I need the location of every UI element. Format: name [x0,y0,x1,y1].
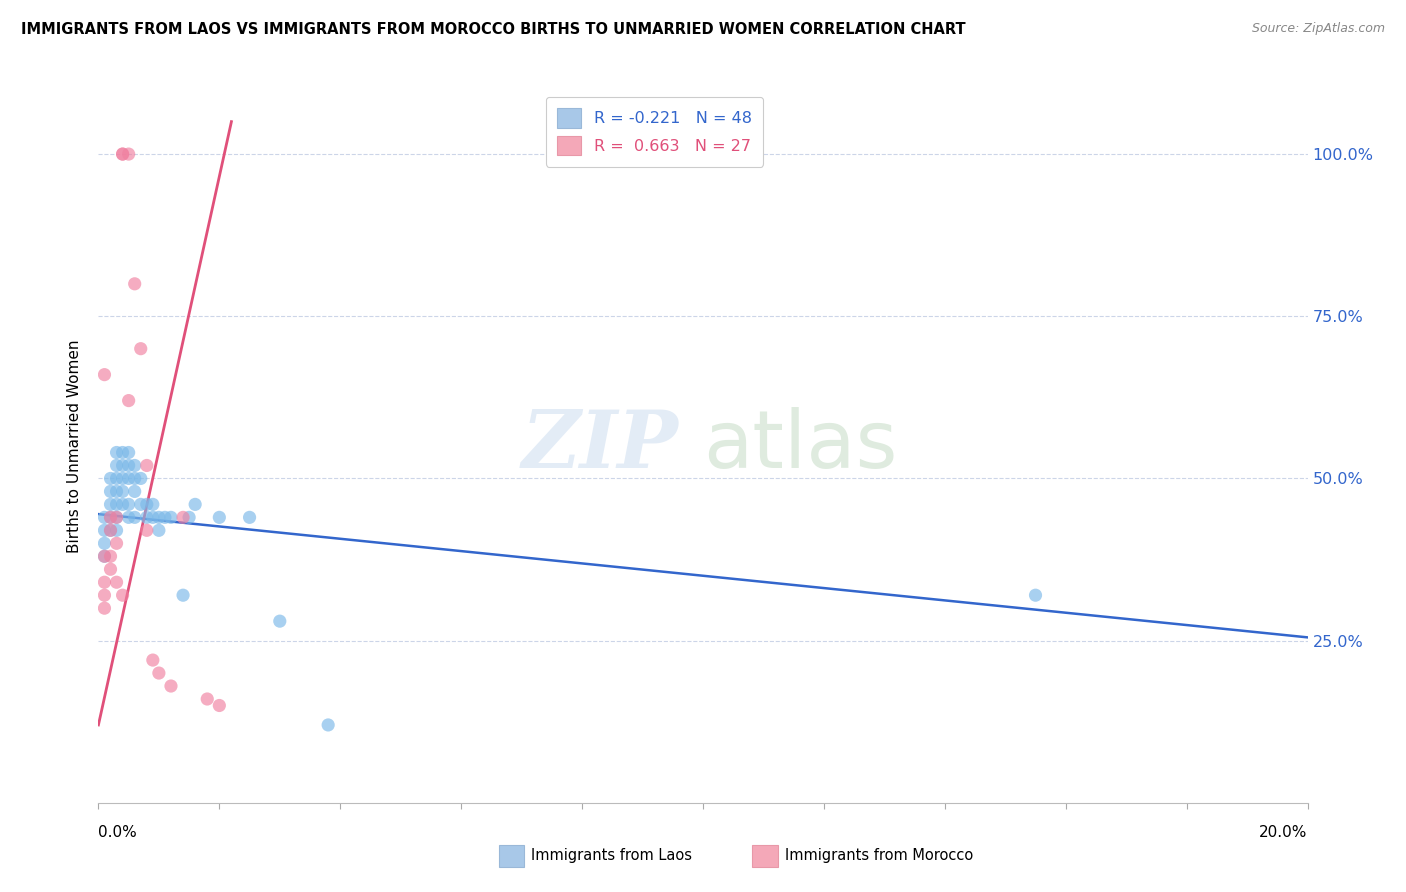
Text: 20.0%: 20.0% [1260,825,1308,840]
Point [93,601,115,615]
Point [100,471,122,485]
Point [93,524,115,538]
Point [129,471,152,485]
Point [142,653,165,667]
Point [100,510,122,524]
Point [148,666,170,681]
Point [105,536,128,550]
Point [129,342,152,356]
Point [148,524,170,538]
Point [118,471,141,485]
Point [111,497,134,511]
Point [100,562,122,576]
Point [93,575,115,590]
Point [111,471,134,485]
Point [105,458,128,473]
Point [208,510,231,524]
Point [111,458,134,473]
Point [93,510,115,524]
Point [208,698,231,713]
Point [111,147,134,161]
Point [124,277,146,291]
Point [124,458,146,473]
Point [160,510,183,524]
Point [124,510,146,524]
Point [172,588,194,602]
Point [118,393,141,408]
Point [135,510,157,524]
Point [93,368,115,382]
Text: IMMIGRANTS FROM LAOS VS IMMIGRANTS FROM MOROCCO BIRTHS TO UNMARRIED WOMEN CORREL: IMMIGRANTS FROM LAOS VS IMMIGRANTS FROM … [21,22,966,37]
Point [124,484,146,499]
Point [124,471,146,485]
Point [105,471,128,485]
Point [105,445,128,459]
Point [93,536,115,550]
Point [118,458,141,473]
Point [160,679,183,693]
Y-axis label: Births to Unmarried Women: Births to Unmarried Women [66,339,82,553]
Point [129,497,152,511]
Point [177,510,201,524]
Text: Immigrants from Morocco: Immigrants from Morocco [785,848,973,863]
Point [100,524,122,538]
Point [105,575,128,590]
Text: atlas: atlas [703,407,897,485]
Point [105,510,128,524]
Point [100,510,122,524]
Point [118,497,141,511]
Point [100,484,122,499]
Point [184,497,207,511]
Point [93,549,115,564]
Point [135,458,157,473]
Point [100,524,122,538]
Point [105,510,128,524]
Point [100,497,122,511]
Point [111,445,134,459]
Point [239,510,262,524]
Point [118,510,141,524]
Point [316,718,339,732]
Point [269,614,291,628]
Point [135,524,157,538]
Point [135,497,157,511]
Point [148,510,170,524]
Point [153,510,176,524]
Point [111,147,134,161]
Point [111,484,134,499]
Text: Immigrants from Laos: Immigrants from Laos [531,848,693,863]
Point [142,510,165,524]
Text: Source: ZipAtlas.com: Source: ZipAtlas.com [1251,22,1385,36]
Point [105,497,128,511]
Point [111,588,134,602]
Point [105,524,128,538]
Point [1024,588,1046,602]
Legend: R = -0.221   N = 48, R =  0.663   N = 27: R = -0.221 N = 48, R = 0.663 N = 27 [546,97,763,167]
Point [105,484,128,499]
Point [93,588,115,602]
Point [142,497,165,511]
Text: ZIP: ZIP [522,408,679,484]
Point [100,549,122,564]
Text: 0.0%: 0.0% [98,825,138,840]
Point [195,692,218,706]
Point [118,445,141,459]
Point [118,147,141,161]
Point [93,549,115,564]
Point [172,510,194,524]
